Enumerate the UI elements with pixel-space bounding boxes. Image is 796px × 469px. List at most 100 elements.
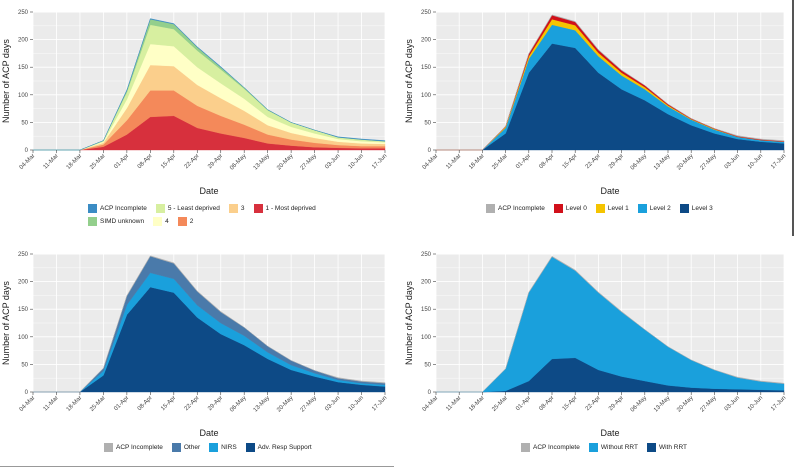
x-tick-label: 03-Jun [324, 153, 341, 170]
legend-swatch [245, 443, 255, 452]
legend-label: ACP Incomplete [498, 205, 545, 212]
x-tick-label: 18-Mar [468, 395, 486, 413]
legend-item-nirs: NIRS [209, 443, 237, 452]
x-tick-label: 15-Apr [562, 395, 579, 412]
y-tick-label: 200 [18, 280, 29, 286]
y-tick-label: 0 [25, 148, 29, 154]
x-tick-label: 10-Jun [348, 153, 365, 170]
legend-item-acp-incomplete: ACP Incomplete [104, 443, 163, 452]
x-tick-label: 18-Mar [66, 153, 84, 171]
y-tick-label: 250 [18, 252, 29, 258]
y-tick-label: 0 [25, 390, 29, 396]
legend-simd: ACP Incomplete 5 - Least deprived 3 1 - Mos… [88, 204, 378, 226]
x-axis-title: Date [600, 186, 619, 196]
legend-label: SIMD unknown [100, 218, 145, 225]
x-tick-label: 03-Jun [724, 153, 741, 170]
x-tick-label: 04-Mar [19, 395, 37, 413]
y-axis-title: Number of ACP days [1, 39, 11, 123]
legend-item-level-1: Level 1 [595, 204, 629, 213]
legend-swatch [171, 443, 181, 452]
legend-item-4: 4 [153, 217, 169, 226]
x-tick-label: 22-Apr [585, 153, 602, 170]
x-tick-label: 11-Mar [43, 395, 60, 412]
legend-swatch [228, 204, 238, 213]
legend-label: Level 1 [607, 205, 629, 212]
x-tick-label: 11-Mar [445, 395, 462, 412]
x-tick-label: 01-Apr [515, 395, 532, 412]
x-tick-label: 20-May [276, 395, 294, 413]
legend-label: Level 3 [691, 205, 713, 212]
x-tick-label: 27-May [699, 395, 717, 413]
chart-panel-resp-support: 0 50 100 150 200 250 04-Mar 11-Mar 18-Mar 25-Mar 0… [0, 236, 392, 452]
x-tick-label: 04-Mar [422, 395, 440, 413]
x-tick-label: 22-Apr [184, 395, 201, 412]
y-tick-label: 150 [421, 307, 432, 313]
x-tick-label: 25-Mar [89, 153, 107, 171]
x-tick-label: 08-Apr [137, 395, 154, 412]
y-tick-label: 150 [18, 307, 29, 313]
x-tick-label: 17-Jun [371, 153, 388, 170]
y-tick-label: 0 [428, 390, 432, 396]
x-tick-label: 29-Apr [608, 153, 625, 170]
legend-swatch [486, 204, 495, 213]
legend-swatch [153, 217, 163, 226]
legend-swatch [637, 204, 647, 213]
legend-label: ACP Incomplete [116, 444, 163, 451]
legend-level: ACP Incomplete Level 0 Level 1 Level 2 Level… [486, 204, 786, 213]
chart-panel-rrt: 0 50 100 150 200 250 04-Mar 11-Mar 18-Mar 25-Mar 0… [398, 236, 790, 452]
x-tick-label: 29-Apr [207, 395, 224, 412]
legend-swatch [104, 443, 113, 452]
legend-resp-support: ACP Incomplete Other NIRS Adv. Resp Support [104, 443, 394, 452]
y-axis-title: Number of ACP days [404, 39, 414, 123]
legend-swatch [588, 443, 598, 452]
x-tick-label: 06-May [630, 395, 648, 413]
x-tick-label: 17-Jun [770, 395, 787, 412]
x-axis-title: Date [199, 186, 218, 196]
legend-item-acp-incomplete: ACP Incomplete [521, 443, 580, 452]
x-tick-label: 06-May [630, 153, 648, 171]
legend-label: ACP Incomplete [533, 444, 580, 451]
x-tick-label: 18-Mar [66, 395, 84, 413]
x-tick-label: 18-Mar [468, 153, 486, 171]
legend-label: 1 - Most deprived [265, 205, 316, 212]
legend-label: Level 0 [565, 205, 587, 212]
legend-item-other: Other [171, 443, 201, 452]
x-tick-label: 13-May [253, 395, 271, 413]
x-tick-label: 11-Mar [43, 153, 60, 170]
x-tick-label: 27-May [300, 153, 318, 171]
x-tick-label: 25-Mar [491, 395, 509, 413]
x-tick-label: 11-Mar [445, 153, 462, 170]
chart-panel-simd: 0 50 100 150 200 250 04-Mar 11-Mar 18-Mar 25-Mar 0… [0, 0, 392, 226]
x-tick-label: 15-Apr [160, 395, 177, 412]
legend-swatch [595, 204, 605, 213]
legend-item-without-rrt: Without RRT [588, 443, 638, 452]
area-acp-incomplete [33, 255, 386, 393]
x-tick-label: 01-Apr [113, 153, 130, 170]
legend-label: Other [183, 444, 201, 451]
y-tick-label: 50 [21, 362, 28, 368]
legend-rrt: ACP Incomplete Without RRT With RRT [521, 443, 781, 452]
legend-item-acp-incomplete: ACP Incomplete [88, 204, 147, 213]
legend-label: Level 2 [649, 205, 671, 212]
x-axis-title: Date [199, 428, 218, 438]
y-axis-title: Number of ACP days [404, 281, 414, 365]
x-tick-label: 17-Jun [770, 153, 787, 170]
area-acp-incomplete [436, 14, 785, 151]
chart-resp-support: 0 50 100 150 200 250 04-Mar 11-Mar 18-Mar 25-Mar 0… [1, 252, 388, 438]
legend-swatch [521, 443, 530, 452]
x-tick-label: 10-Jun [747, 153, 764, 170]
x-tick-label: 15-Apr [160, 153, 177, 170]
x-tick-label: 17-Jun [371, 395, 388, 412]
x-tick-label: 13-May [653, 395, 671, 413]
x-tick-label: 06-May [229, 153, 247, 171]
x-tick-label: 27-May [699, 153, 717, 171]
x-tick-label: 03-Jun [324, 395, 341, 412]
legend-label: Adv. Resp Support [257, 444, 312, 451]
x-tick-label: 15-Apr [562, 153, 579, 170]
legend-item-2: 2 [177, 217, 193, 226]
y-tick-label: 200 [421, 38, 432, 44]
right-edge-divider [792, 0, 794, 236]
x-tick-label: 03-Jun [724, 395, 741, 412]
legend-item-3: 3 [228, 204, 245, 213]
legend-swatch [177, 217, 187, 226]
